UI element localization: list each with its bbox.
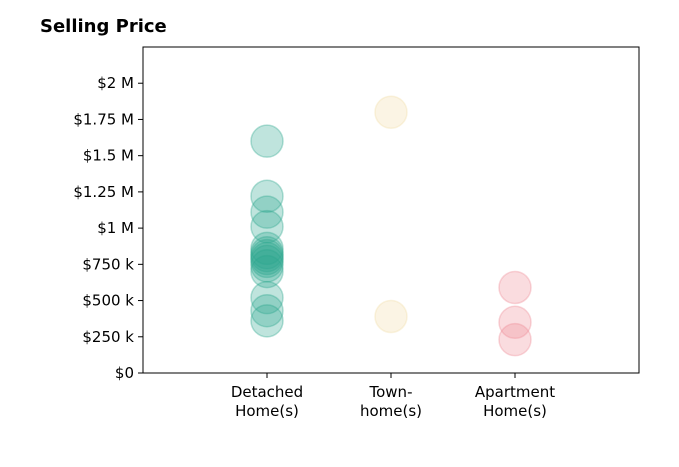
data-point (498, 305, 532, 340)
y-tick-label: $1.75 M (73, 110, 134, 128)
data-point (250, 254, 284, 289)
data-point (250, 235, 284, 270)
data-point (250, 244, 284, 279)
data-point (250, 249, 284, 283)
y-tick-label: $1.5 M (83, 147, 134, 165)
data-point (250, 304, 284, 338)
data-point (250, 209, 284, 244)
x-tick-label: Town- (369, 383, 413, 401)
chart-title: Selling Price (40, 16, 167, 37)
data-point (250, 280, 284, 315)
y-tick-label: $1 M (97, 219, 134, 237)
y-tick-label: $1.25 M (73, 183, 134, 201)
y-tick-label: $750 k (82, 255, 134, 273)
data-point (250, 238, 284, 273)
data-point (250, 231, 284, 266)
x-tick-label: Apartment (475, 383, 555, 401)
data-point (374, 299, 408, 334)
x-tick-label: Home(s) (483, 402, 547, 420)
y-tick-label: $500 k (82, 292, 134, 310)
x-tick-label: home(s) (360, 402, 422, 420)
data-point (250, 179, 284, 213)
data-point (250, 241, 284, 276)
data-point (498, 270, 532, 305)
y-tick-label: $250 k (82, 328, 134, 346)
y-tick-label: $0 (115, 364, 134, 382)
data-point (498, 322, 532, 357)
x-tick-label: Home(s) (235, 402, 299, 420)
data-point (374, 95, 408, 129)
data-point (250, 124, 284, 158)
x-tick-label: Detached (231, 383, 303, 401)
data-point (250, 195, 284, 229)
y-tick-label: $2 M (97, 74, 134, 92)
data-point (250, 293, 284, 328)
